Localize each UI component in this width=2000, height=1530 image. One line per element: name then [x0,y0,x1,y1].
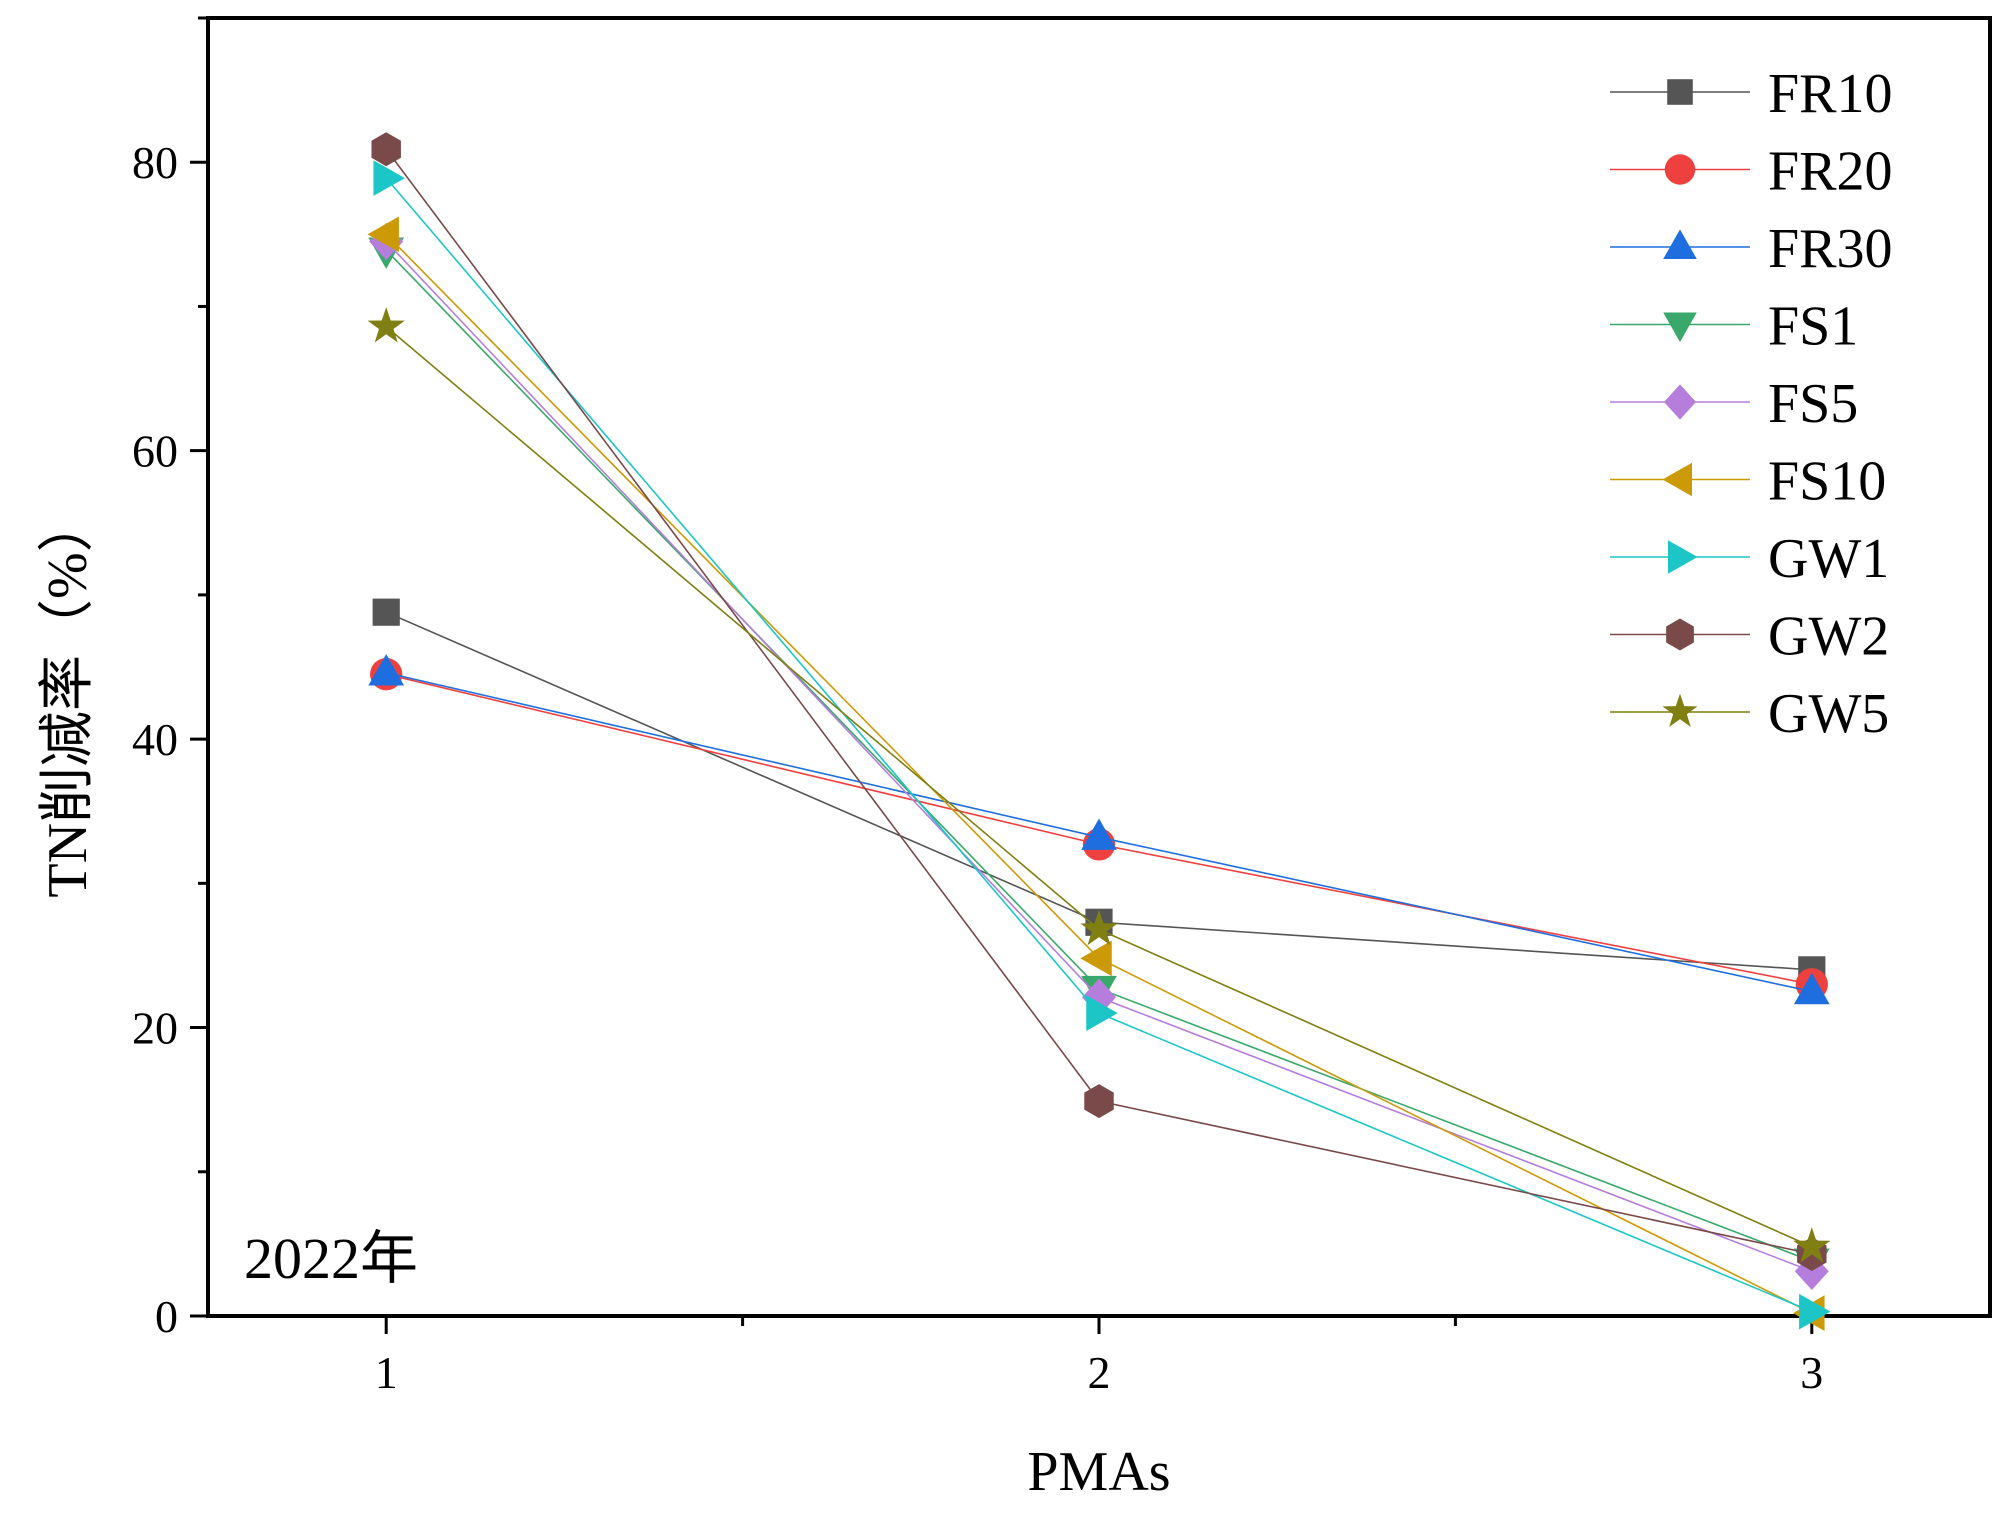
series-gw5 [367,307,1831,1263]
legend-item-fs10: FS10 [1610,451,1886,513]
y-tick-label: 0 [155,1291,178,1342]
legend-label: FR30 [1768,218,1893,280]
data-point [371,132,401,167]
legend-item-fs5: FS5 [1610,373,1858,435]
legend-marker [1666,618,1694,651]
legend-label: FR20 [1768,141,1893,203]
legend-marker [1664,384,1696,420]
series-fs5 [369,222,1829,1290]
legend-label: FR10 [1768,63,1893,125]
x-tick-label: 1 [375,1347,398,1398]
legend-marker [1668,540,1698,574]
data-point [1793,972,1830,1005]
legend-marker [1667,79,1693,105]
legend-marker [1662,462,1692,497]
legend-item-gw1: GW1 [1610,528,1889,590]
data-point [367,307,405,343]
series-fs1 [368,237,1830,1280]
data-point [368,654,405,686]
legend-label: GW1 [1768,528,1889,590]
legend-marker [1664,154,1696,185]
legend-marker [1663,229,1697,259]
data-point [372,598,400,626]
legend-item-fs1: FS1 [1610,296,1858,358]
data-point [1799,1293,1831,1330]
legend-label: FS10 [1768,451,1886,513]
y-axis-title: TN削减率（%） [37,496,99,897]
x-tick-label: 2 [1088,1347,1111,1398]
legend-item-fr10: FR10 [1610,63,1893,125]
legend-marker [1663,312,1697,343]
legend-label: FS1 [1768,296,1858,358]
y-tick-label: 60 [132,426,178,477]
y-tick-label: 80 [132,137,178,188]
data-point [1080,940,1112,977]
series-fr30 [368,654,1830,1005]
data-point [1086,995,1118,1031]
legend-label: GW2 [1768,606,1889,668]
y-tick-label: 40 [132,714,178,765]
data-point [1793,1227,1831,1263]
legend-marker [1662,693,1698,727]
legend-item-gw2: GW2 [1610,606,1889,668]
legend-item-gw5: GW5 [1610,683,1889,745]
x-axis-title: PMAs [1027,1441,1170,1503]
data-point [367,216,399,253]
series-line [385,177,1813,1313]
data-point [1794,1252,1829,1290]
data-point [1080,909,1118,946]
legend-item-fr30: FR30 [1610,218,1893,280]
series-gw2 [371,132,1827,1271]
plot-frame [206,16,1992,1318]
series-fs10 [367,216,1825,1331]
year-annotation: 2022年 [244,1226,418,1291]
series-gw1 [373,160,1831,1330]
data-point [1081,818,1117,850]
x-tick-label: 3 [1800,1347,1823,1398]
legend-label: FS5 [1768,373,1858,435]
legend-item-fr20: FR20 [1610,141,1893,203]
y-tick-label: 20 [132,1003,178,1054]
data-point [373,160,405,196]
data-point [1082,978,1116,1016]
legend-label: GW5 [1768,683,1889,745]
data-point [1084,1084,1114,1119]
